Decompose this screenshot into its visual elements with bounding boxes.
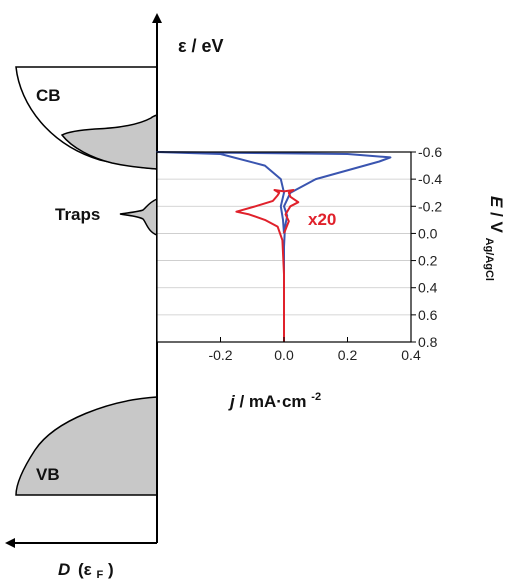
- inset-x-ticks: -0.2 0.0 0.2 0.4: [208, 337, 421, 363]
- x-tick-label: 0.4: [401, 347, 421, 363]
- series-line-2: [235, 189, 300, 342]
- x-tick-label: 0.2: [338, 347, 358, 363]
- inset-y-ticks: -0.6 -0.4 -0.2 0.0 0.2 0.4 0.6 0.8: [411, 144, 442, 350]
- inset-x-axis-label: j / mA·cm -2: [228, 391, 321, 411]
- x-tick-label: 0.0: [274, 347, 294, 363]
- y-tick-label: 0.8: [418, 334, 438, 350]
- cb-filled-region: [60, 113, 158, 170]
- inset-curves: [156, 151, 392, 342]
- vb-band: [15, 396, 158, 496]
- y-tick-label: 0.2: [418, 253, 438, 269]
- y-tick-label: -0.2: [418, 198, 442, 214]
- y-tick-label: -0.6: [418, 144, 442, 160]
- trap-states: [119, 197, 158, 237]
- x-tick-label: -0.2: [208, 347, 232, 363]
- y-tick-label: 0.6: [418, 307, 438, 323]
- energy-axis-label: ε / eV: [178, 36, 224, 56]
- dos-axis-label: D (ε F ): [58, 560, 114, 581]
- vb-label: VB: [36, 465, 60, 484]
- series-line-1: [156, 151, 392, 342]
- cb-label: CB: [36, 86, 61, 105]
- y-tick-label: 0.4: [418, 280, 438, 296]
- inset-y-axis-label: E / V Ag/AgCl: [483, 196, 506, 281]
- y-tick-label: -0.4: [418, 171, 442, 187]
- dos-diagram: [15, 66, 158, 496]
- x20-annotation: x20: [308, 210, 336, 229]
- y-tick-label: 0.0: [418, 225, 438, 241]
- traps-label: Traps: [55, 205, 100, 224]
- inset-plot: -0.2 0.0 0.2 0.4 -0.6 -0.4 -0.2 0.0 0.2 0.4 0.6 0.…: [156, 144, 442, 363]
